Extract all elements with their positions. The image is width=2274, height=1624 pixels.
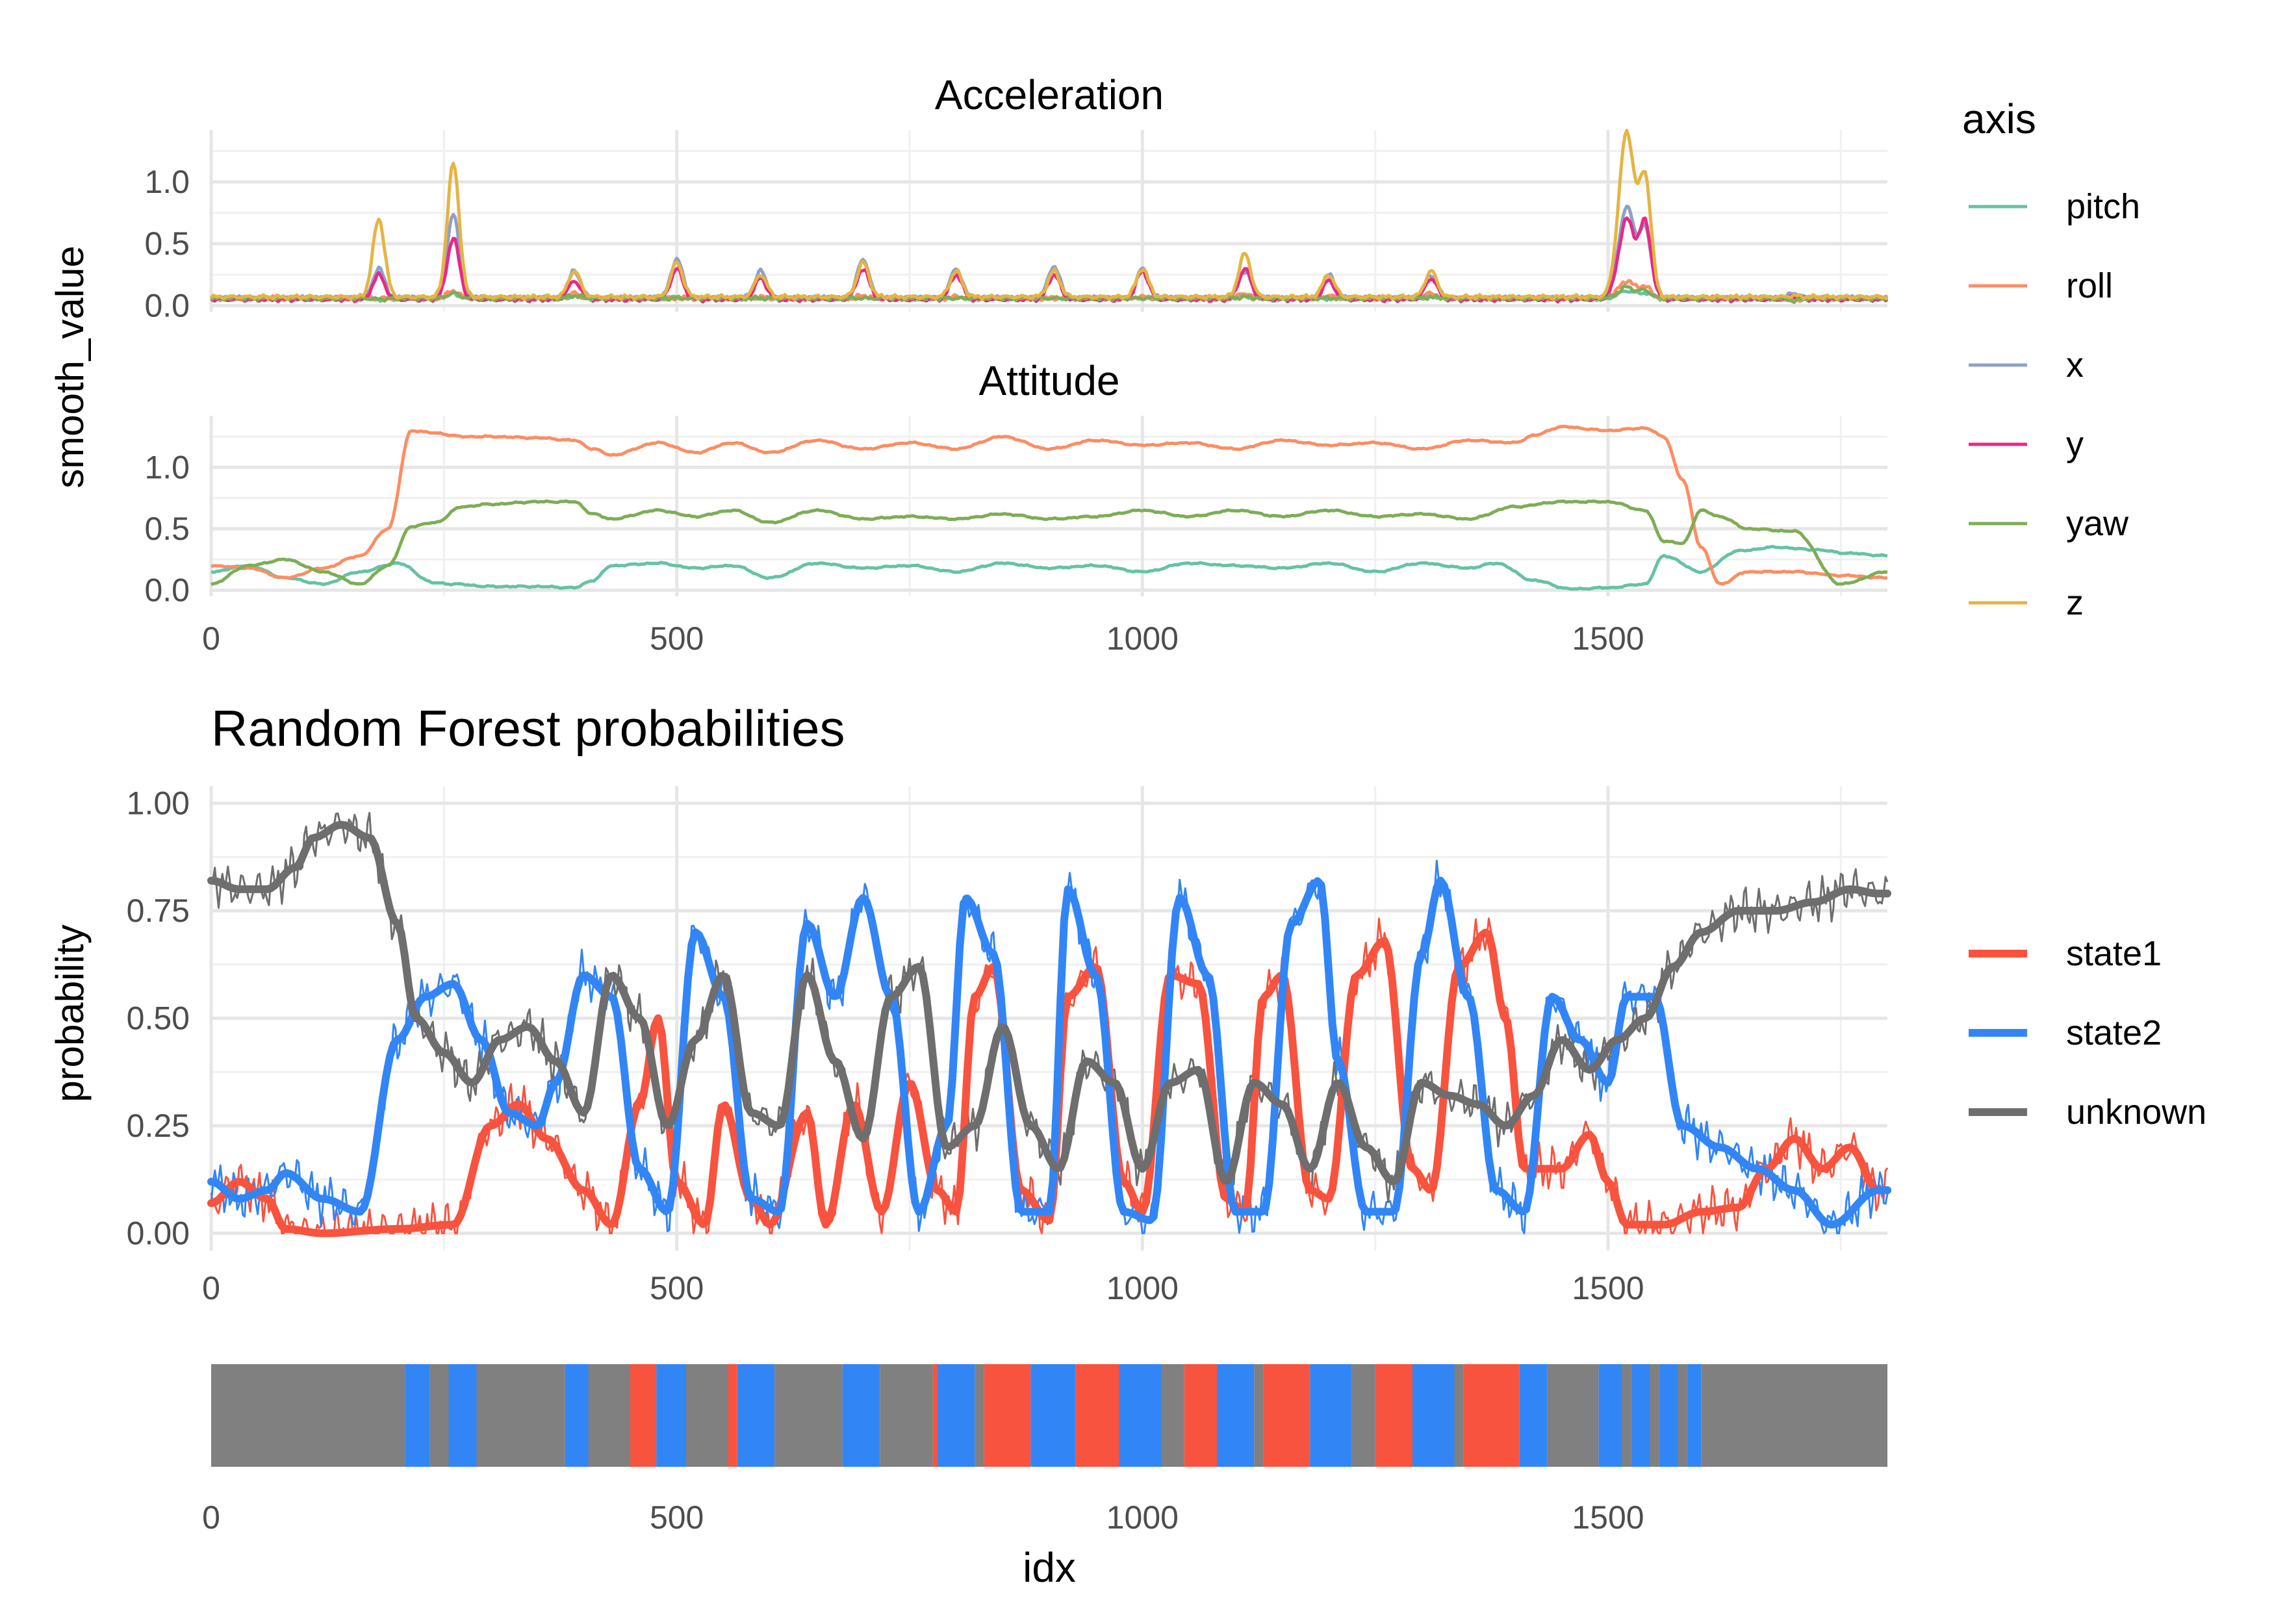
axis-legend-label-roll: roll bbox=[2066, 266, 2113, 305]
acceleration-line-z bbox=[210, 129, 1888, 301]
probability-y-tick-label: 0.25 bbox=[127, 1108, 190, 1144]
attitude-y-tick-label: 0.5 bbox=[144, 511, 190, 547]
attitude-line-yaw bbox=[211, 499, 1888, 587]
attitude-panel: 0.0 0.5 1.0 0 500 1000 1500 bbox=[144, 416, 1888, 657]
state-segment-unknown bbox=[774, 1364, 843, 1467]
state-segment-unknown bbox=[1161, 1364, 1184, 1467]
probability-x-tick-label: 1500 bbox=[1572, 1270, 1644, 1306]
probability-y-tick-label: 0.75 bbox=[127, 893, 190, 929]
attitude-y-tick-label: 1.0 bbox=[144, 449, 190, 485]
attitude-x-tick-label: 500 bbox=[650, 620, 704, 657]
state-segment-unknown bbox=[476, 1364, 565, 1467]
axis-legend-title: axis bbox=[1962, 95, 2036, 142]
state-segment-state2 bbox=[1217, 1364, 1255, 1467]
state-segment-state2 bbox=[1310, 1364, 1352, 1467]
state-segment-unknown bbox=[1650, 1364, 1659, 1467]
state-strip-x-tick-label: 0 bbox=[202, 1499, 220, 1536]
state-segment-state2 bbox=[1598, 1364, 1622, 1467]
state-strip-x-tick-label: 500 bbox=[650, 1499, 704, 1536]
attitude-title: Attitude bbox=[978, 357, 1119, 404]
state-segment-unknown bbox=[1351, 1364, 1375, 1467]
acceleration-y-tick-label: 0.0 bbox=[144, 287, 190, 324]
probability-x-tick-label: 500 bbox=[650, 1270, 704, 1306]
probability-y-tick-label: 1.00 bbox=[127, 785, 190, 821]
attitude-line-roll bbox=[211, 424, 1888, 586]
probability-y-tick-label: 0.50 bbox=[127, 1000, 190, 1037]
axis-legend-label-pitch: pitch bbox=[2066, 187, 2140, 226]
state-segment-state2 bbox=[1659, 1364, 1678, 1467]
state-strip-x-tick-label: 1000 bbox=[1106, 1499, 1179, 1536]
state-legend-label-state1: state1 bbox=[2066, 934, 2162, 973]
axis-legend: axis pitch roll x y yaw z bbox=[1962, 95, 2140, 622]
state-segment-state1 bbox=[932, 1364, 938, 1467]
state-segment-state2 bbox=[1687, 1364, 1702, 1467]
state-segment-state1 bbox=[1463, 1364, 1520, 1467]
state-segment-state2 bbox=[565, 1364, 589, 1467]
state-segment-unknown bbox=[1622, 1364, 1631, 1467]
state-strip-panel: 0 500 1000 1500 bbox=[202, 1364, 1887, 1536]
attitude-x-tick-label: 1000 bbox=[1106, 620, 1179, 657]
state-strip-x-tick-label: 1500 bbox=[1572, 1499, 1644, 1536]
state-segment-state2 bbox=[1412, 1364, 1455, 1467]
acceleration-title: Acceleration bbox=[935, 71, 1164, 118]
acceleration-y-tick-label: 0.5 bbox=[144, 225, 190, 262]
probability-axis-label: probability bbox=[48, 924, 92, 1102]
attitude-x-tick-label: 1500 bbox=[1572, 620, 1644, 657]
state-segment-state2 bbox=[405, 1364, 430, 1467]
state-segment-unknown bbox=[1678, 1364, 1687, 1467]
attitude-y-tick-label: 0.0 bbox=[144, 572, 190, 609]
probability-x-tick-label: 1000 bbox=[1106, 1270, 1179, 1306]
state-segment-unknown bbox=[1254, 1364, 1264, 1467]
state-segment-state1 bbox=[984, 1364, 1031, 1467]
attitude-x-tick-label: 0 bbox=[202, 620, 220, 657]
probability-y-tick-label: 0.00 bbox=[127, 1215, 190, 1252]
state-segment-state1 bbox=[1263, 1364, 1310, 1467]
idx-axis-label: idx bbox=[1023, 1544, 1076, 1591]
state-segment-state2 bbox=[448, 1364, 477, 1467]
probability-title: Random Forest probabilities bbox=[211, 700, 845, 757]
state-segment-unknown bbox=[1547, 1364, 1599, 1467]
state-segment-unknown bbox=[880, 1364, 933, 1467]
axis-legend-label-y: y bbox=[2066, 425, 2084, 464]
state-segment-state1 bbox=[630, 1364, 657, 1467]
state-segment-unknown bbox=[588, 1364, 630, 1467]
probability-panel: 0.00 0.25 0.50 0.75 1.00 0 500 1000 1500 bbox=[127, 785, 1891, 1306]
state-segment-state2 bbox=[1119, 1364, 1161, 1467]
axis-legend-label-z: z bbox=[2066, 583, 2084, 622]
state-segment-state2 bbox=[842, 1364, 880, 1467]
probability-smooth-line-state1 bbox=[207, 928, 1891, 1237]
state-segment-state2 bbox=[1519, 1364, 1548, 1467]
state-segment-unknown bbox=[975, 1364, 984, 1467]
probability-smooth-line-state2 bbox=[207, 876, 1891, 1229]
state-segment-state2 bbox=[938, 1364, 975, 1467]
state-segment-state1 bbox=[1375, 1364, 1412, 1467]
state-legend-label-state2: state2 bbox=[2066, 1013, 2162, 1052]
state-segment-unknown bbox=[429, 1364, 449, 1467]
state-segment-state1 bbox=[1075, 1364, 1119, 1467]
state-segment-state1 bbox=[728, 1364, 737, 1467]
axis-legend-label-yaw: yaw bbox=[2066, 504, 2129, 543]
state-segment-unknown bbox=[1701, 1364, 1887, 1467]
state-segment-state2 bbox=[1631, 1364, 1650, 1467]
state-segment-unknown bbox=[686, 1364, 728, 1467]
state-segment-state2 bbox=[1030, 1364, 1076, 1467]
state-segment-state2 bbox=[737, 1364, 775, 1467]
attitude-line-pitch bbox=[211, 544, 1888, 591]
acceleration-panel: 0.0 0.5 1.0 bbox=[144, 129, 1889, 324]
state-segment-state2 bbox=[656, 1364, 686, 1467]
acceleration-y-tick-label: 1.0 bbox=[144, 164, 190, 200]
state-legend-label-unknown: unknown bbox=[2066, 1093, 2206, 1132]
state-legend: state1 state2 unknown bbox=[1969, 934, 2206, 1132]
axis-legend-label-x: x bbox=[2066, 346, 2084, 385]
smooth-value-axis-label: smooth_value bbox=[48, 246, 92, 488]
state-segment-unknown bbox=[1454, 1364, 1464, 1467]
probability-smooth-line-unknown bbox=[207, 820, 1891, 1186]
state-segment-unknown bbox=[211, 1364, 405, 1467]
state-segment-state1 bbox=[1184, 1364, 1217, 1467]
probability-x-tick-label: 0 bbox=[202, 1270, 220, 1306]
